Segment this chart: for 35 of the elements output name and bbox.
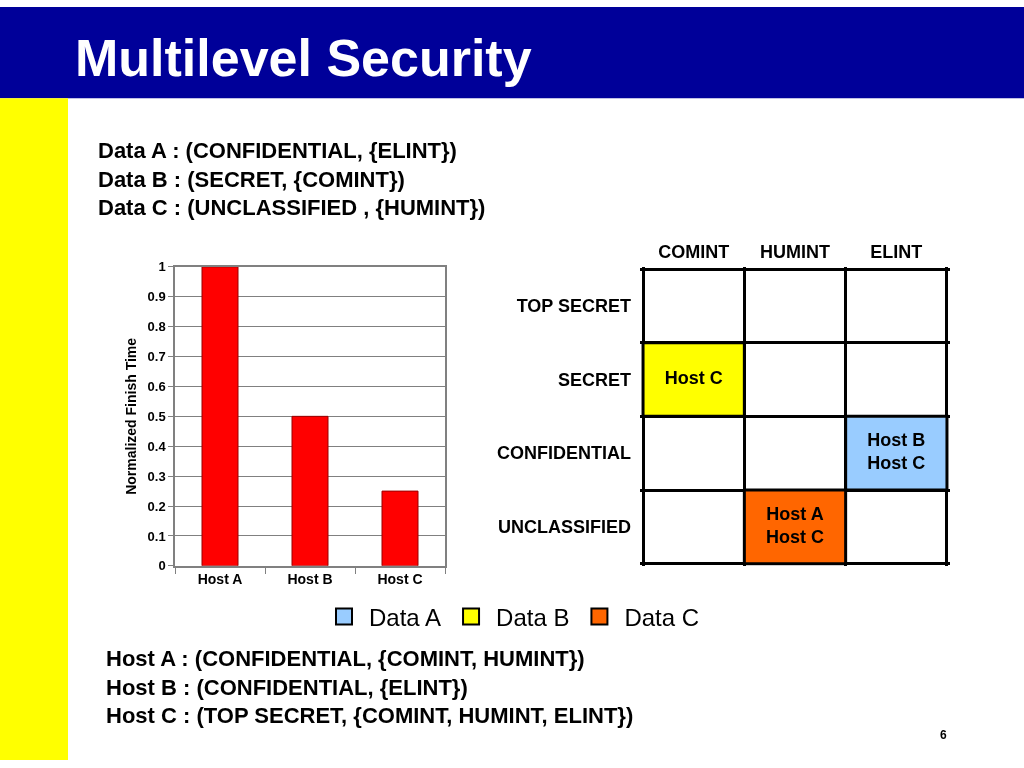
text: Data A : (CONFIDENTIAL, {ELINT}) Data B : (SECRET, {COMINT}) Data C : (UNCLASSIFIED , {HUMINT}) [98, 138, 486, 221]
y-tick-label: 0.4 [147, 438, 167, 454]
bar [201, 266, 239, 566]
y-tick-label: 0.2 [147, 498, 166, 514]
y-axis-title: Normalized Finish Time [122, 337, 139, 495]
category-label: COMINT [658, 242, 730, 263]
chart-title: Multilevel Security [75, 29, 532, 88]
category-label: ELINT [870, 242, 923, 263]
category-label: CONFIDENTIAL [497, 443, 631, 464]
category-label: UNCLASSIFIED [497, 517, 631, 538]
y-tick-label: 0 [158, 558, 166, 574]
y-tick-label: 0.6 [147, 378, 166, 394]
y-tick-label: 0.7 [147, 349, 166, 365]
y-tick-label: 0.3 [147, 468, 166, 484]
text: Host A Host C [766, 503, 824, 548]
x-tick-label: Host B [287, 571, 333, 588]
y-tick-label: 1 [158, 259, 166, 275]
y-tick-label: 0.5 [147, 408, 166, 424]
x-tick-label: Host C [377, 571, 423, 588]
bar [381, 490, 419, 566]
legend-label: Data C [624, 603, 700, 631]
category-label: HUMINT [760, 242, 830, 263]
category-label: TOP SECRET [516, 296, 631, 317]
y-tick-label: 0.9 [147, 289, 166, 305]
y-tick-label: 0.8 [147, 319, 166, 335]
legend-label: Data A [369, 603, 442, 631]
legend-label: Data B [496, 603, 570, 631]
bar [291, 415, 329, 566]
text: Host A : (CONFIDENTIAL, {COMINT, HUMINT}) Host B : (CONFIDENTIAL, {ELINT}) Host C : (TOP SECRET, {COMINT, HUMINT, ELINT}) [106, 646, 634, 729]
y-tick-label: 0.1 [147, 528, 166, 544]
text: Host B Host C [867, 429, 926, 474]
x-tick-label: Host A [197, 571, 243, 588]
text: 6 [940, 728, 947, 742]
category-label: SECRET [557, 369, 631, 390]
text: Host C [664, 368, 723, 389]
